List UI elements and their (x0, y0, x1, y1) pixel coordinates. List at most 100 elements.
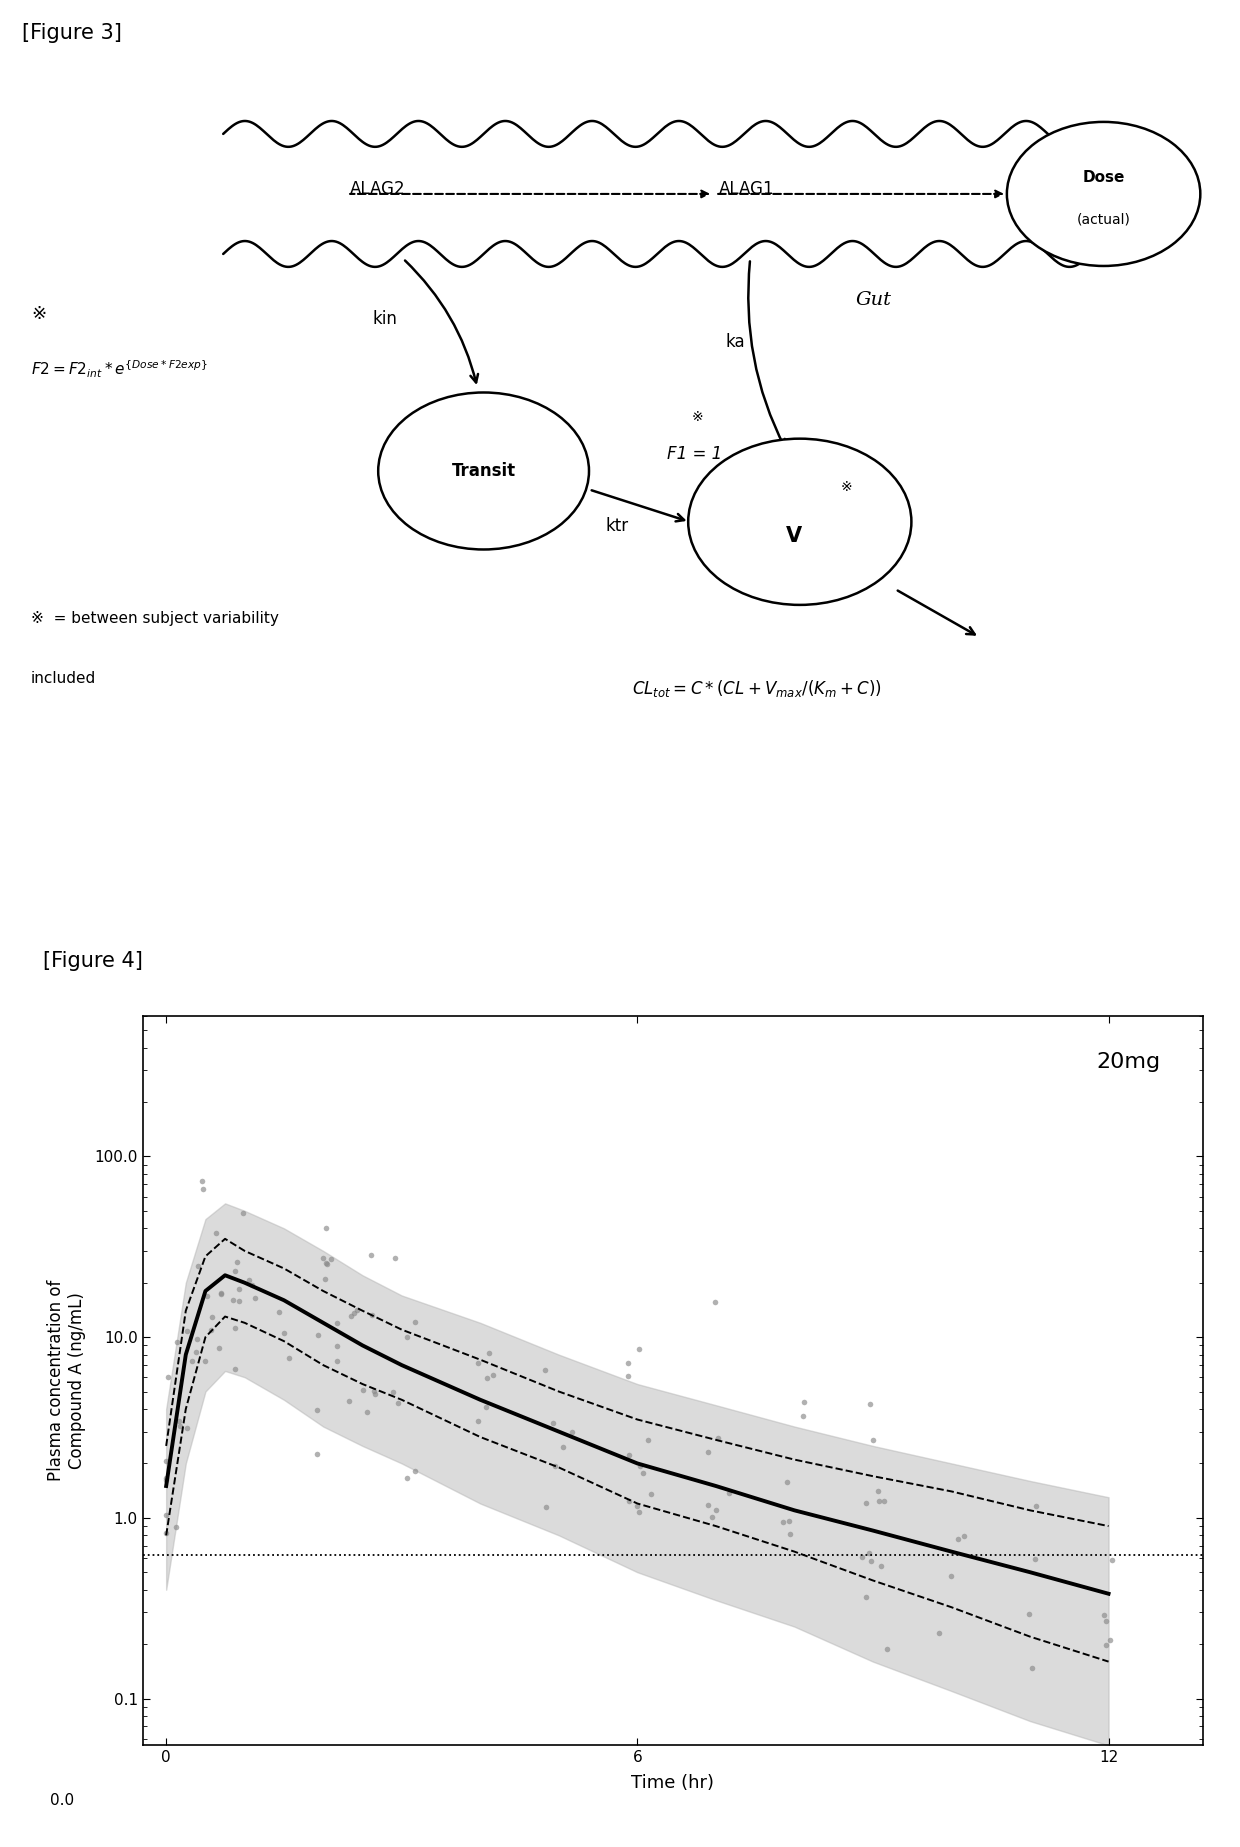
Point (794, 1402, 813, 1431)
Text: ※: ※ (841, 480, 853, 493)
Point (397, 1322, 417, 1352)
Point (632, 1457, 652, 1487)
Point (309, 1321, 329, 1350)
Text: ※: ※ (692, 410, 703, 425)
Point (317, 1249, 337, 1278)
Point (629, 1334, 649, 1363)
Point (167, 1326, 187, 1356)
Point (192, 1175, 212, 1204)
Point (362, 1300, 382, 1330)
Point (279, 1343, 299, 1372)
Point (861, 1389, 880, 1418)
Point (170, 1407, 190, 1437)
Point (274, 1319, 294, 1348)
Point (224, 1256, 244, 1286)
Point (362, 1241, 382, 1271)
Point (314, 1243, 334, 1273)
Point (327, 1346, 347, 1376)
Point (870, 1551, 890, 1581)
Point (862, 1546, 882, 1575)
Point (269, 1297, 289, 1326)
Text: Gut: Gut (856, 292, 892, 308)
Point (869, 1485, 889, 1515)
Point (405, 1455, 425, 1485)
Point (929, 1618, 949, 1648)
Point (202, 1315, 222, 1345)
Point (482, 1359, 502, 1389)
Point (780, 1518, 800, 1548)
Text: 0.0: 0.0 (50, 1793, 73, 1808)
Point (863, 1424, 883, 1454)
X-axis label: Time (hr): Time (hr) (631, 1773, 714, 1792)
Point (1019, 1600, 1039, 1629)
Point (327, 1308, 347, 1337)
Point (477, 1363, 497, 1393)
Point (794, 1387, 813, 1417)
Point (238, 1265, 258, 1295)
Point (339, 1385, 358, 1415)
Circle shape (378, 392, 589, 549)
Point (1022, 1653, 1042, 1683)
Point (156, 1500, 176, 1529)
Point (188, 1252, 208, 1282)
Point (223, 1286, 243, 1315)
Point (707, 1494, 727, 1524)
Text: 20mg: 20mg (1096, 1053, 1161, 1073)
Point (773, 1507, 792, 1537)
Point (187, 1324, 207, 1354)
Point (226, 1313, 246, 1343)
Text: [Figure 4]: [Figure 4] (43, 951, 144, 972)
Point (306, 1439, 326, 1468)
Point (244, 1284, 264, 1313)
Point (341, 1302, 361, 1332)
Point (1102, 1546, 1122, 1575)
Point (388, 1389, 408, 1418)
Point (852, 1542, 872, 1572)
Point (397, 1463, 417, 1492)
Point (1100, 1625, 1120, 1655)
Point (166, 1513, 186, 1542)
Point (229, 1274, 249, 1304)
Point (719, 1478, 739, 1507)
Point (877, 1635, 897, 1664)
Point (316, 1249, 336, 1278)
Point (534, 1356, 554, 1385)
Text: (actual): (actual) (1076, 212, 1131, 227)
Point (192, 1165, 212, 1195)
Point (186, 1337, 206, 1367)
Text: ALAG1: ALAG1 (719, 181, 775, 198)
Point (630, 1452, 650, 1481)
Point (641, 1479, 661, 1509)
Point (353, 1376, 373, 1406)
Text: $CL_{tot}= C*(CL+V_{max}/(K_m+C))$: $CL_{tot}= C*(CL+V_{max}/(K_m+C))$ (632, 678, 882, 698)
Text: Transit: Transit (451, 462, 516, 480)
Point (156, 1465, 176, 1494)
Point (177, 1413, 197, 1443)
Point (308, 1394, 327, 1424)
Point (619, 1361, 639, 1391)
Point (544, 1452, 564, 1481)
Point (620, 1487, 640, 1516)
Point (476, 1393, 496, 1422)
Point (1094, 1600, 1114, 1629)
Point (156, 1446, 176, 1476)
Circle shape (1007, 122, 1200, 266)
Point (327, 1332, 347, 1361)
Point (698, 1491, 718, 1520)
Point (157, 1361, 177, 1391)
Text: F1 = 1: F1 = 1 (667, 445, 723, 464)
Point (856, 1489, 875, 1518)
Point (941, 1561, 961, 1590)
Point (211, 1280, 231, 1310)
Point (467, 1348, 487, 1378)
Point (196, 1346, 216, 1376)
Point (1096, 1607, 1116, 1636)
Text: kin: kin (372, 310, 397, 327)
Point (315, 1263, 335, 1293)
Point (620, 1441, 640, 1470)
Point (630, 1496, 650, 1526)
Point (202, 1302, 222, 1332)
Text: ※  = between subject variability: ※ = between subject variability (31, 611, 279, 626)
Point (536, 1492, 556, 1522)
Point (1096, 1631, 1116, 1660)
